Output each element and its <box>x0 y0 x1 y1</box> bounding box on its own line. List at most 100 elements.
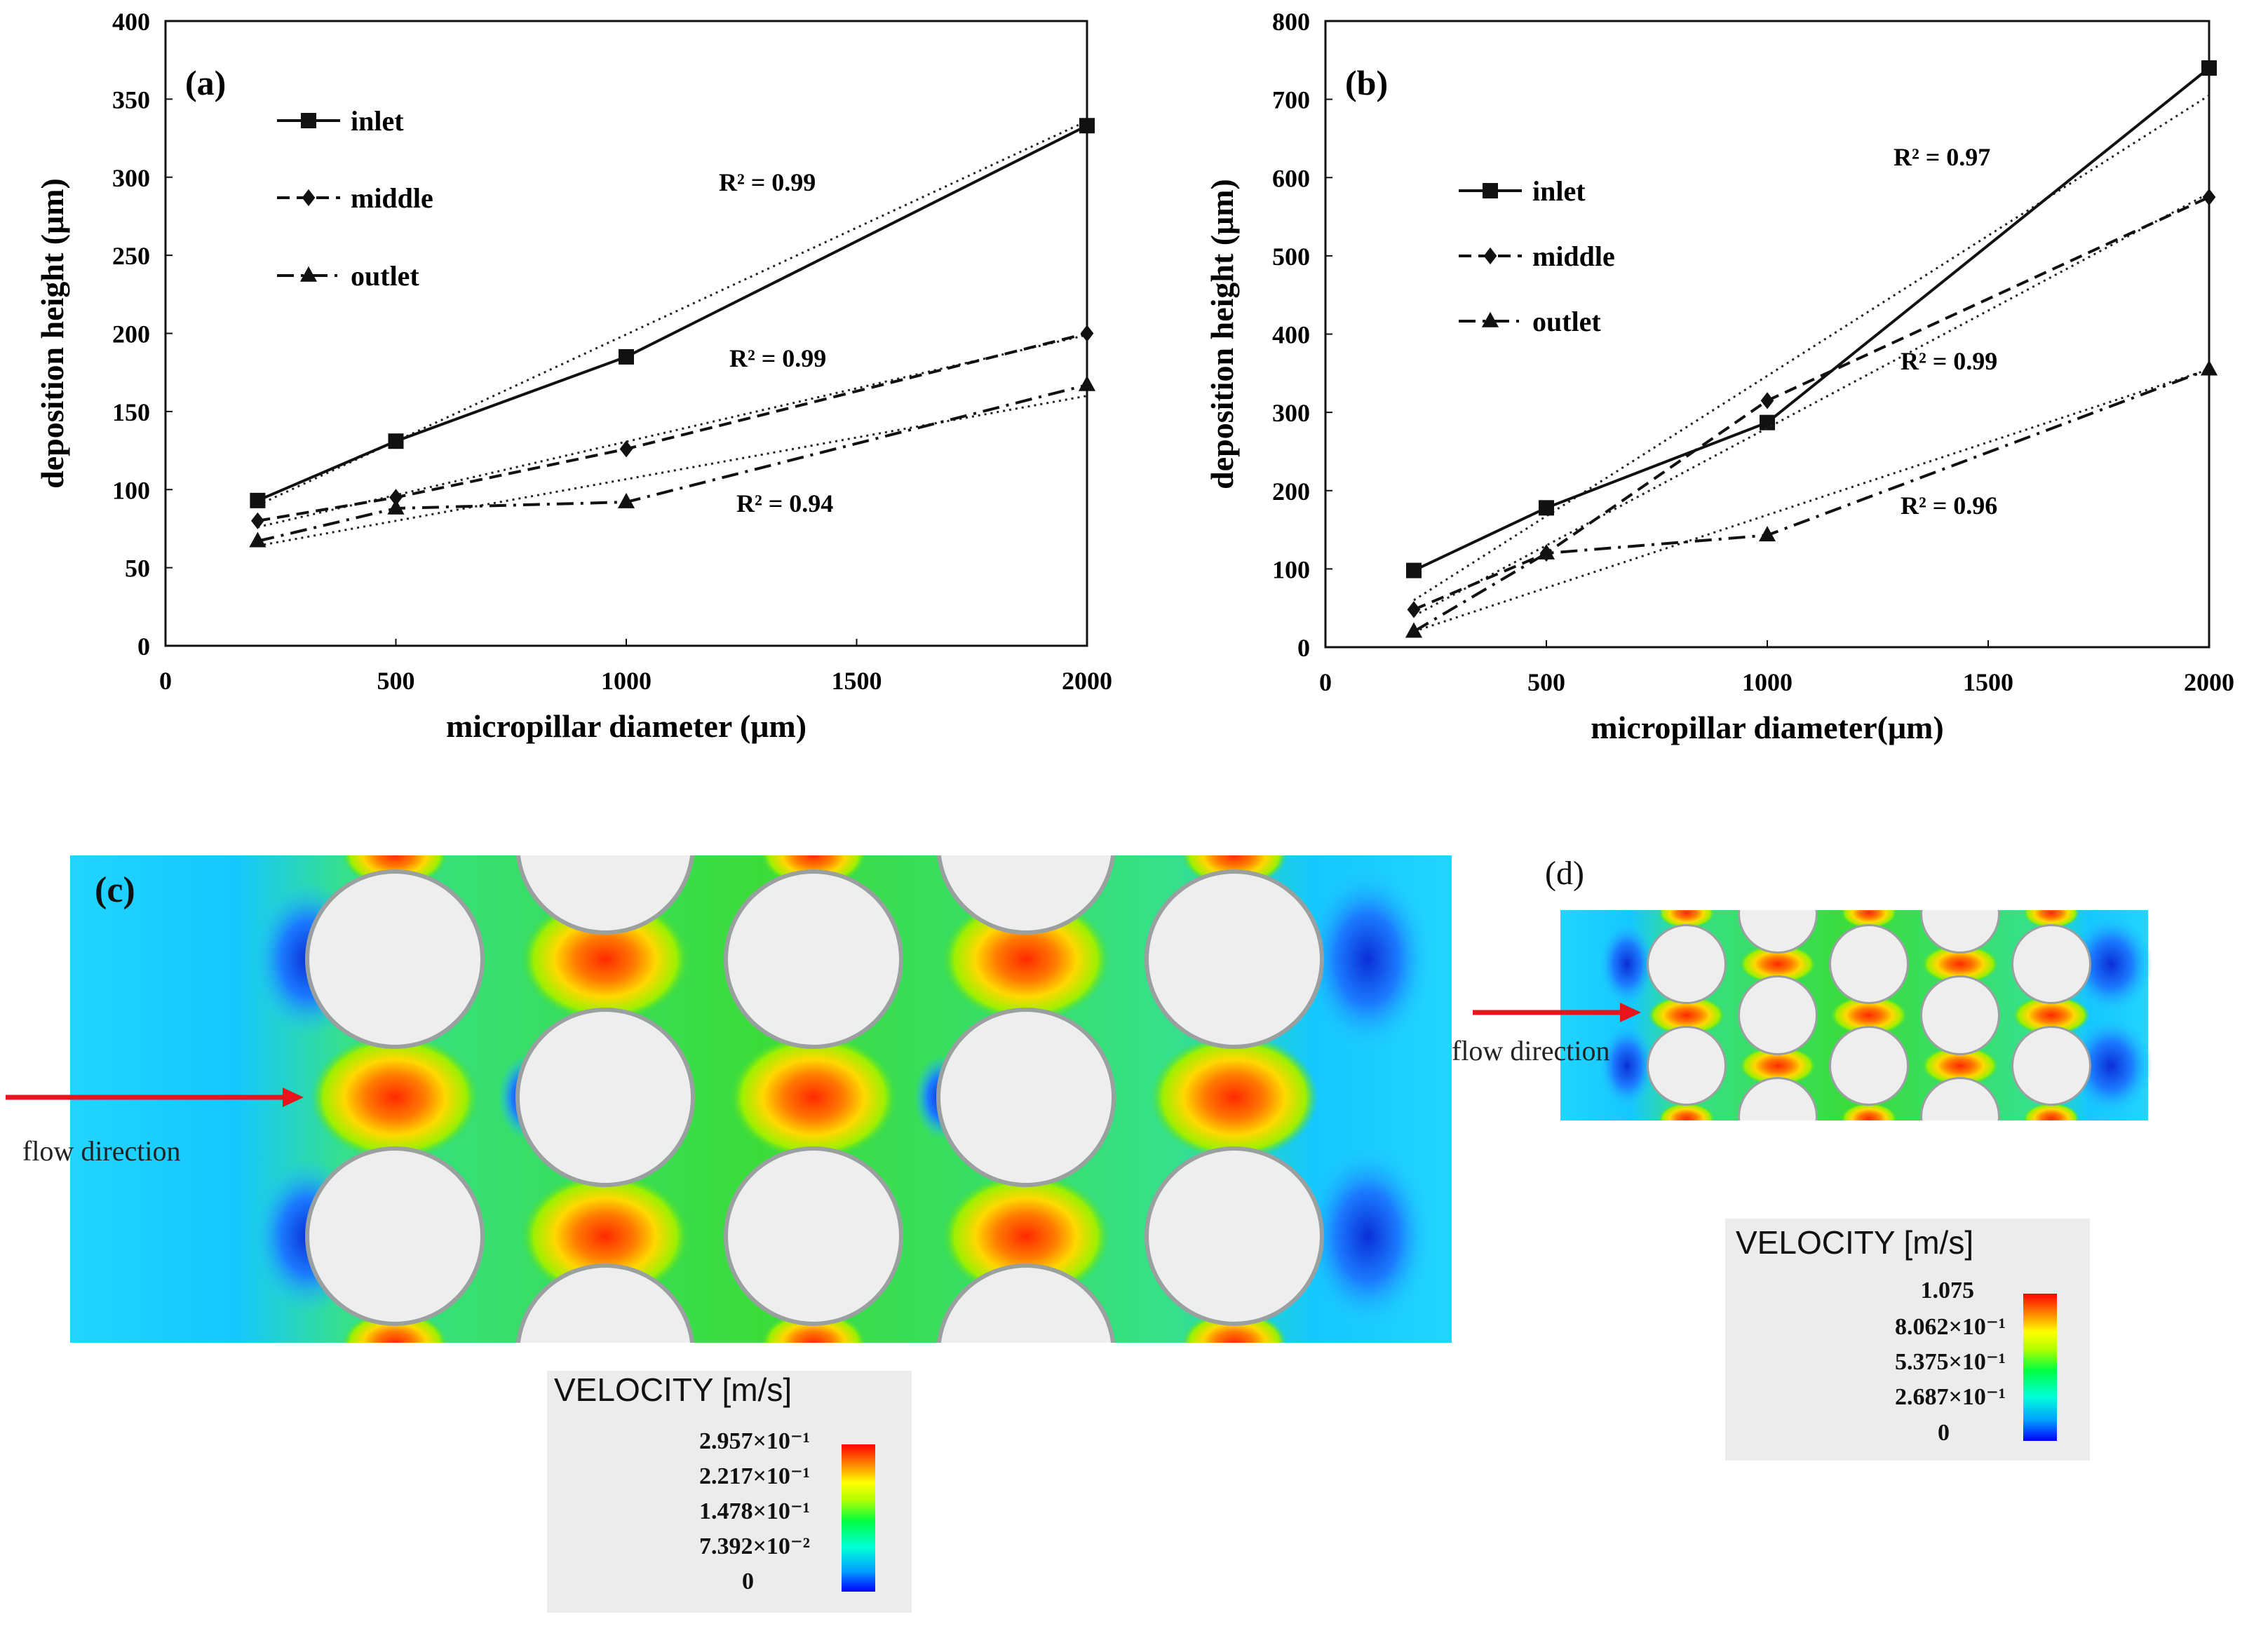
r2-label-inlet: R² = 0.97 <box>1894 143 1990 171</box>
y-tick-label: 800 <box>1272 8 1310 36</box>
series-line-inlet <box>257 124 1088 502</box>
point-inlet-2000 <box>2201 60 2217 76</box>
y-tick-label: 50 <box>125 555 150 583</box>
low-velocity-region <box>1304 1145 1431 1327</box>
point-outlet-1000 <box>1758 526 1776 542</box>
micropillar <box>728 1151 899 1322</box>
micropillar <box>1649 1028 1724 1104</box>
flow-label-d: flow direction <box>1452 1035 1610 1066</box>
mask-bottom <box>49 1343 1515 1346</box>
x-tick-label: 1500 <box>1963 668 2013 696</box>
y-tick-label: 150 <box>112 398 150 426</box>
high-velocity-region <box>942 1173 1110 1299</box>
micropillar <box>309 1151 480 1322</box>
legend-marker-inlet <box>301 113 316 128</box>
low-velocity-region <box>1599 1024 1655 1108</box>
high-velocity-region <box>2013 996 2090 1035</box>
y-tick-label: 100 <box>1272 555 1310 583</box>
micropillar <box>728 874 899 1045</box>
legend-marker-middle <box>302 189 316 207</box>
y-tick-label: 500 <box>1272 243 1310 271</box>
x-tick-label: 1500 <box>832 667 882 695</box>
y-tick-label: 400 <box>112 8 150 36</box>
legend-value-d-1: 8.062×10⁻¹ <box>1894 1314 2006 1340</box>
point-inlet-200 <box>250 492 266 508</box>
flow-arrow-c <box>6 1088 304 1107</box>
series-line-middle <box>257 332 1088 522</box>
legend-value-c-1: 2.217×10⁻¹ <box>698 1463 810 1489</box>
panel-letter-d: (d) <box>1545 855 1584 892</box>
y-tick-label: 700 <box>1272 86 1310 114</box>
x-tick-label: 0 <box>159 667 172 695</box>
series-line-outlet <box>257 384 1088 543</box>
series-line-outlet <box>1412 367 2210 633</box>
high-velocity-region <box>1841 905 1897 928</box>
micropillar <box>1922 977 1998 1053</box>
y-tick-label: 0 <box>1297 634 1310 662</box>
micropillar <box>1149 874 1320 1045</box>
high-velocity-region <box>1659 1103 1715 1123</box>
colorbar-c <box>842 1444 875 1592</box>
legend-label-middle: middle <box>351 182 433 214</box>
legend-value-d-3: 2.687×10⁻¹ <box>1894 1384 2006 1410</box>
high-velocity-region <box>1922 1046 1999 1085</box>
x-tick-label: 1000 <box>601 667 652 695</box>
trendline-inlet <box>1413 94 2210 602</box>
y-tick-label: 250 <box>112 242 150 270</box>
legend-label-inlet: inlet <box>1532 175 1586 207</box>
x-tick-label: 0 <box>1319 668 1332 696</box>
mask-top <box>1557 905 2152 910</box>
trendline-outlet <box>1413 368 2210 633</box>
high-velocity-region <box>1830 996 1908 1035</box>
mask-bottom <box>1557 1120 2152 1123</box>
y-tick-label: 200 <box>112 320 150 348</box>
low-velocity-region <box>1599 922 1655 1006</box>
velocity-field-d <box>1557 905 2152 1123</box>
r2-label-inlet: R² = 0.99 <box>719 168 816 196</box>
panel-letter-c: (c) <box>95 870 135 910</box>
colorbar-d <box>2023 1294 2057 1441</box>
x-tick-label: 2000 <box>1062 667 1112 695</box>
x-axis-label: micropillar diameter (μm) <box>446 708 806 744</box>
y-tick-label: 400 <box>1272 321 1310 349</box>
y-tick-label: 100 <box>112 476 150 504</box>
low-velocity-region <box>2069 915 2152 1013</box>
panel-letter: (a) <box>185 63 226 102</box>
x-tick-label: 1000 <box>1742 668 1793 696</box>
legend-value-c-3: 7.392×10⁻² <box>698 1533 810 1559</box>
y-tick-label: 300 <box>1272 399 1310 427</box>
y-tick-label: 600 <box>1272 164 1310 192</box>
legend-value-d-2: 5.375×10⁻¹ <box>1894 1349 2006 1375</box>
micropillar <box>1831 1028 1907 1104</box>
point-middle-200 <box>1407 601 1421 618</box>
plot-frame <box>1324 20 2210 649</box>
high-velocity-region <box>1739 1046 1816 1085</box>
micropillar <box>520 1268 691 1346</box>
x-tick-label: 2000 <box>2184 668 2234 696</box>
point-inlet-500 <box>388 433 404 449</box>
low-velocity-region <box>1304 868 1431 1050</box>
legend-marker-inlet <box>1483 183 1498 198</box>
legend-label-outlet: outlet <box>351 260 419 292</box>
point-middle-2000 <box>1080 325 1094 342</box>
point-middle-1000 <box>619 440 633 458</box>
y-axis-label: deposition height (μm) <box>34 178 70 489</box>
chart-a: 0 50 100 150 200 250 300 350 400 0 500 1000 1500 2000… <box>34 8 1112 744</box>
legend-label-outlet: outlet <box>1532 306 1601 337</box>
x-axis-label: micropillar diameter(μm) <box>1591 710 1943 745</box>
high-velocity-region <box>1841 1103 1897 1123</box>
chart-b: 0 100 200 300 400 500 600 700 800 0 500 1000 1500 200… <box>1204 8 2234 745</box>
legend-title-d: VELOCITY [m/s] <box>1736 1224 1974 1261</box>
high-velocity-region <box>729 1034 898 1160</box>
micropillar <box>2013 926 2089 1002</box>
y-tick-label: 350 <box>112 86 150 114</box>
micropillar <box>1740 977 1816 1053</box>
micropillar <box>940 1268 1112 1346</box>
r2-label-outlet: R² = 0.94 <box>736 489 833 517</box>
r2-label-middle: R² = 0.99 <box>729 344 826 372</box>
point-outlet-500 <box>387 499 405 515</box>
low-velocity-region <box>2069 1017 2152 1115</box>
legend-value-c-0: 2.957×10⁻¹ <box>698 1428 810 1454</box>
high-velocity-region <box>2023 905 2079 928</box>
y-tick-label: 0 <box>137 632 150 660</box>
